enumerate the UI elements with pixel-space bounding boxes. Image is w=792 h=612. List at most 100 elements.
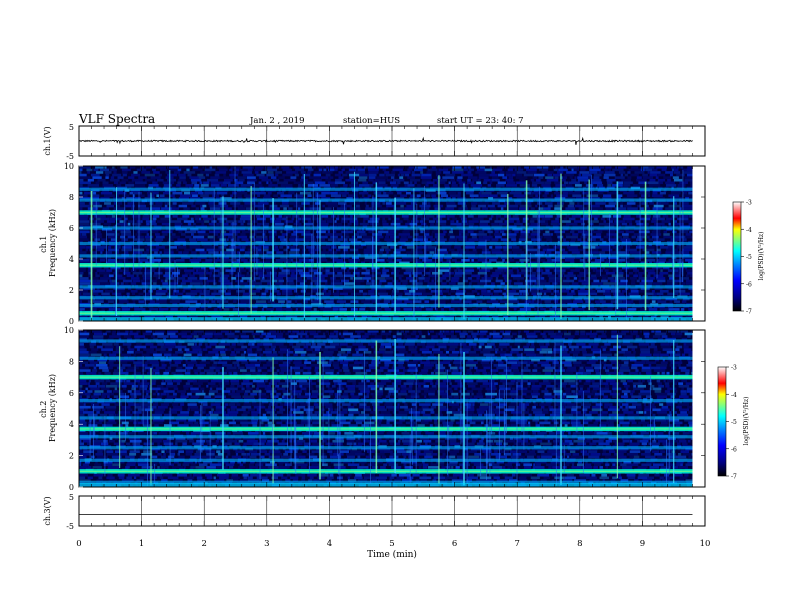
spectrogram-cell bbox=[236, 453, 238, 456]
spectrogram-cell bbox=[451, 277, 459, 280]
spectrogram-cell bbox=[531, 293, 536, 296]
spectrogram-cell bbox=[494, 477, 500, 480]
spectrogram-cell bbox=[135, 466, 137, 469]
spectrogram-cell bbox=[235, 450, 244, 453]
spectrogram-cell bbox=[496, 215, 501, 218]
spectrogram-cell bbox=[173, 290, 179, 293]
spectrogram-cell bbox=[178, 450, 184, 453]
spectrogram-cell bbox=[650, 233, 661, 236]
spectrogram-cell bbox=[430, 251, 435, 254]
ch1-waveform-panel: 5 -5 ch.1(V) bbox=[43, 123, 705, 161]
spectrogram-cell bbox=[627, 453, 638, 456]
spectrogram-cell bbox=[592, 182, 602, 185]
spectrogram-cell bbox=[427, 171, 433, 174]
spectrogram-cell bbox=[634, 259, 639, 262]
spectrogram-band bbox=[79, 226, 692, 229]
spectrogram-cell bbox=[469, 223, 475, 226]
spectrogram-cell bbox=[599, 223, 610, 226]
spectrogram-cell bbox=[446, 202, 455, 205]
spectrogram-cell bbox=[534, 282, 536, 285]
spectrogram-cell bbox=[365, 207, 372, 210]
spectrogram-cell bbox=[424, 450, 433, 453]
spectrogram-cell bbox=[324, 300, 334, 303]
spectrogram-cell bbox=[181, 282, 186, 285]
spectrogram-cell bbox=[331, 215, 336, 218]
spectrogram-cell bbox=[359, 184, 370, 187]
y-tick-label: 2 bbox=[69, 286, 74, 295]
spectrogram-cell bbox=[654, 205, 664, 208]
spectrogram-cell bbox=[184, 171, 195, 174]
spectrogram-cell bbox=[342, 251, 348, 254]
spectrogram-cell bbox=[554, 176, 558, 179]
spectrogram-cell bbox=[267, 272, 277, 275]
spectrogram-cell bbox=[226, 456, 228, 459]
spectrogram-cell bbox=[330, 236, 338, 239]
spectrogram-cell bbox=[663, 233, 669, 236]
spectrogram-cell bbox=[165, 171, 169, 174]
spectrogram-cell bbox=[325, 282, 328, 285]
spectrogram-cell bbox=[123, 280, 132, 283]
spectrogram-cell bbox=[552, 282, 557, 285]
spectrogram-cell bbox=[191, 205, 195, 208]
spectrogram-cell bbox=[447, 205, 457, 208]
spectrogram-cell bbox=[519, 179, 525, 182]
spectrogram-cell bbox=[554, 169, 558, 172]
spectrogram-cell bbox=[133, 300, 136, 303]
spectrogram-cell bbox=[118, 474, 125, 477]
spectrogram-cell bbox=[209, 231, 214, 234]
spectrogram-cell bbox=[283, 308, 292, 311]
spectrogram-cell bbox=[555, 272, 565, 275]
spectrogram-cell bbox=[627, 251, 629, 254]
spectrogram-cell bbox=[574, 220, 584, 223]
spectrogram-cell bbox=[107, 231, 117, 234]
spectrogram-cell bbox=[331, 280, 340, 283]
spectrogram-cell bbox=[645, 259, 655, 262]
spectrogram-cell bbox=[471, 259, 473, 262]
spectrogram-cell bbox=[116, 275, 122, 278]
spectrogram-cell bbox=[436, 220, 446, 223]
spectrogram-cell bbox=[404, 290, 409, 293]
spectrogram-cell bbox=[266, 251, 272, 254]
spectrogram-cell bbox=[494, 220, 502, 223]
spectrogram-cell bbox=[415, 259, 420, 262]
spectrogram-cell bbox=[551, 194, 553, 197]
spectrogram-cell bbox=[520, 308, 531, 311]
spectrogram-cell bbox=[675, 456, 686, 459]
spectrogram-cell bbox=[648, 282, 653, 285]
spectrogram-cell bbox=[137, 231, 148, 234]
spectrogram-cell bbox=[622, 223, 627, 226]
spectrogram-cell bbox=[590, 290, 596, 293]
spectrogram-cell bbox=[603, 293, 611, 296]
spectrogram-cell bbox=[690, 275, 693, 278]
spectrogram-cell bbox=[646, 205, 649, 208]
spectrogram-cell bbox=[477, 474, 486, 477]
spectrogram-cell bbox=[422, 259, 432, 262]
spectrogram-cell bbox=[191, 192, 197, 195]
spectrogram-cell bbox=[256, 300, 266, 303]
spectrogram-cell bbox=[330, 474, 334, 477]
spectrogram-cell bbox=[355, 474, 362, 477]
spectrogram-cell bbox=[425, 277, 430, 280]
spectrogram-cell bbox=[507, 182, 515, 185]
spectrogram-cell bbox=[358, 207, 360, 210]
spectrogram-cell bbox=[97, 218, 100, 221]
ch1-spec-ylabel-line2: Frequency (kHz) bbox=[48, 209, 57, 277]
spectrogram-cell bbox=[421, 176, 432, 179]
spectrogram-cell bbox=[289, 202, 300, 205]
spectrogram-cell bbox=[341, 231, 353, 234]
spectrogram-cell bbox=[482, 308, 487, 311]
spectrogram-cell bbox=[565, 477, 576, 480]
spectrogram-cell bbox=[503, 474, 508, 477]
spectrogram-cell bbox=[405, 223, 409, 226]
spectrogram-cell bbox=[92, 233, 102, 236]
spectrogram-cell bbox=[153, 218, 157, 221]
spectrogram-cell bbox=[174, 171, 180, 174]
spectrogram-cell bbox=[197, 477, 203, 480]
spectrogram-cell bbox=[630, 174, 638, 177]
spectrogram-cell bbox=[342, 194, 346, 197]
spectrogram-cell bbox=[140, 220, 142, 223]
spectrogram-cell bbox=[206, 466, 216, 469]
spectrogram-cell bbox=[93, 290, 103, 293]
spectrogram-cell bbox=[452, 259, 457, 262]
spectrogram-cell bbox=[468, 238, 478, 241]
